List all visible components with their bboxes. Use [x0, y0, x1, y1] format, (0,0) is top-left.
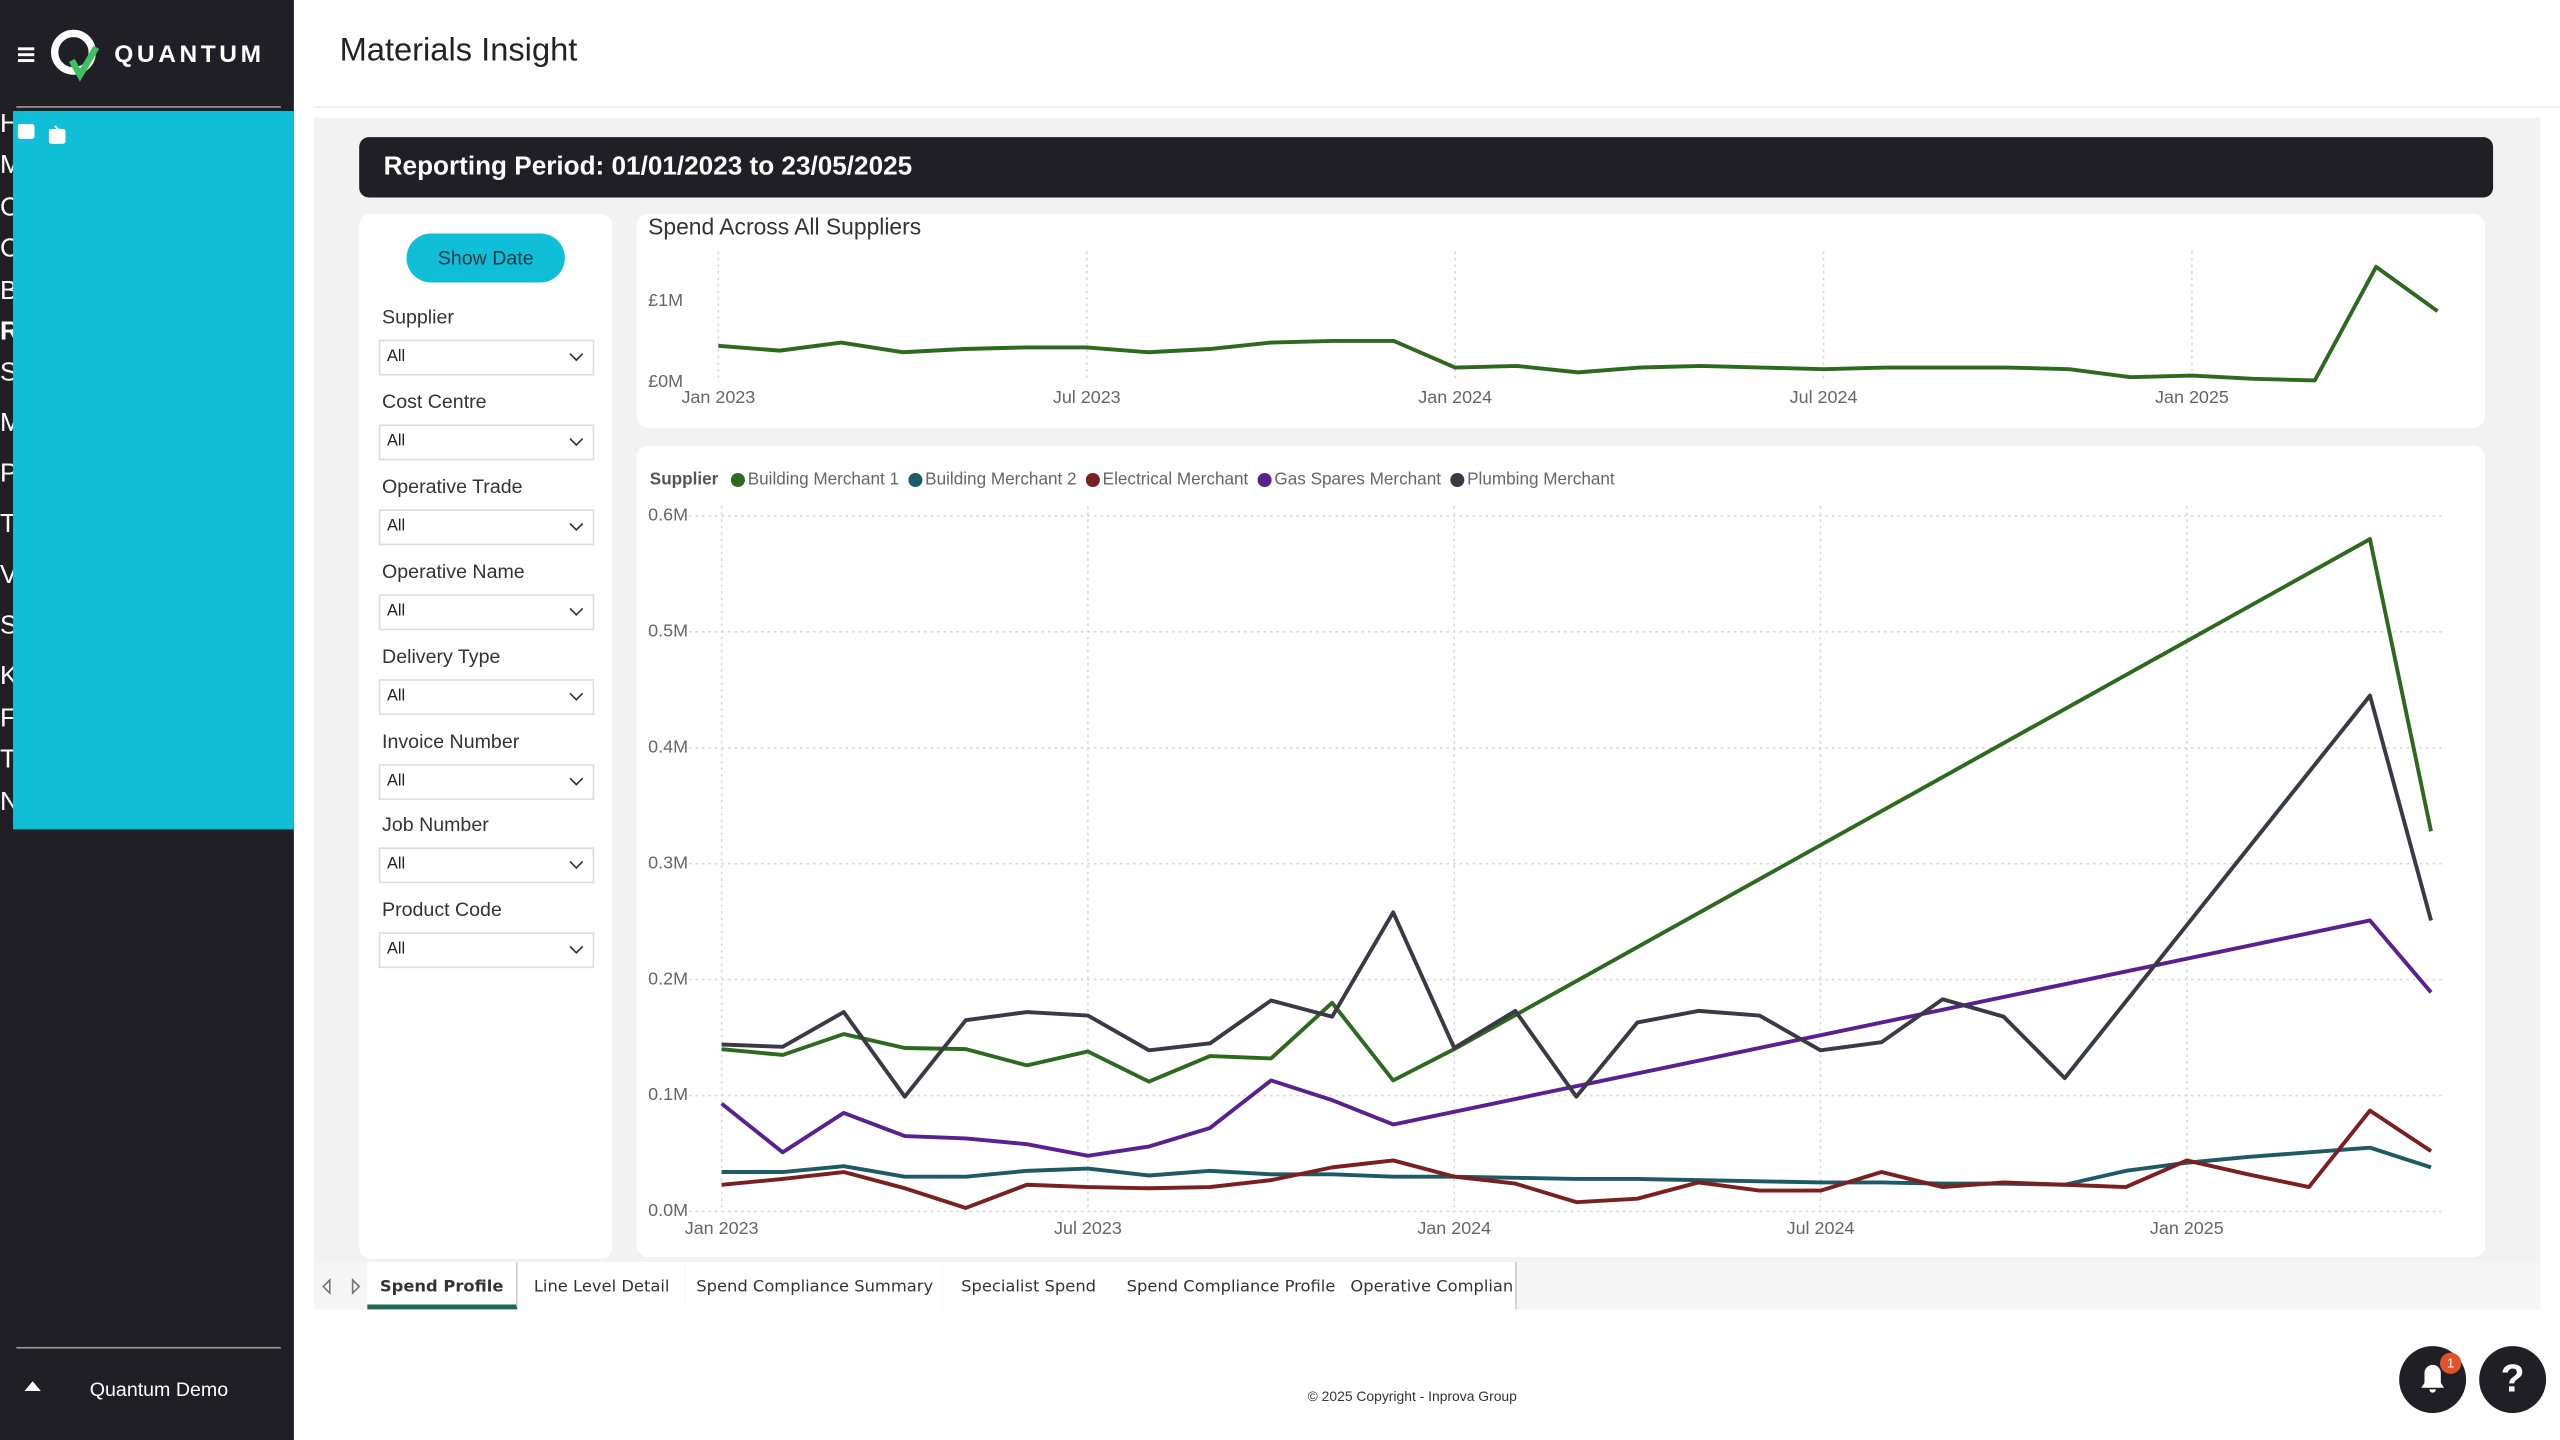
filter-select[interactable]: All: [378, 763, 595, 800]
series-line: [720, 918, 2433, 1158]
x-tick-label: Jul 2024: [1787, 1218, 1855, 1238]
chart-card: [636, 445, 2485, 1258]
filter-value: All: [386, 856, 406, 875]
alert-count: 1: [2447, 1356, 2454, 1371]
filter-select[interactable]: All: [378, 339, 595, 376]
legend-swatch: [1257, 472, 1272, 488]
filter-select[interactable]: All: [378, 509, 595, 545]
tab[interactable]: Line Level Detail: [517, 1262, 688, 1310]
legend-label: Plumbing Merchant: [1467, 469, 1615, 489]
legend-swatch: [730, 472, 745, 488]
x-tick-label: Jan 2024: [1417, 1218, 1491, 1238]
series-line: [721, 1145, 2432, 1187]
help-icon: ?: [2501, 1358, 2525, 1401]
filter-label: Operative Trade: [382, 474, 523, 498]
y-tick-label: £0M: [648, 371, 683, 391]
show-date-button[interactable]: Show Date: [406, 233, 565, 283]
tab[interactable]: Spend Compliance Summary: [685, 1262, 946, 1310]
brand: QUANTUM: [114, 40, 265, 69]
y-tick-label: 0.2M: [648, 968, 688, 988]
filter-select[interactable]: All: [378, 424, 595, 461]
filter-label: Job Number: [382, 813, 489, 837]
y-tick-label: £1M: [648, 290, 683, 310]
series-line: [721, 1108, 2433, 1210]
filter-value: All: [386, 347, 406, 366]
legend-title: Supplier: [650, 469, 719, 489]
legend-label: Gas Spares Merchant: [1274, 469, 1441, 489]
menu-icon[interactable]: [16, 44, 39, 67]
bell-icon: [2421, 1364, 2445, 1393]
chart-title: Spend Across All Suppliers: [648, 214, 921, 240]
chart-card: [636, 213, 2485, 428]
y-tick-label: 0.0M: [648, 1200, 688, 1220]
legend-swatch: [1085, 472, 1100, 488]
floating-actions: 1 ?: [2399, 1346, 2547, 1414]
filter-label: Operative Name: [382, 559, 525, 583]
filter-select[interactable]: All: [378, 593, 595, 630]
filter-value: All: [386, 601, 406, 620]
y-tick-label: 0.4M: [648, 736, 688, 756]
filter-label: Delivery Type: [382, 644, 501, 668]
divider: [16, 106, 281, 108]
logo[interactable]: [49, 28, 105, 84]
filter-select[interactable]: All: [378, 678, 595, 715]
tab-scroll[interactable]: [320, 1278, 362, 1295]
legend-label: Building Merchant 1: [748, 469, 899, 489]
filter-value: All: [386, 517, 406, 536]
filter-label: Invoice Number: [382, 728, 520, 752]
filter-label: Cost Centre: [382, 390, 487, 413]
tab[interactable]: Specialist Spend: [943, 1262, 1116, 1310]
page-title: Materials Insight: [339, 32, 578, 69]
nav-icon: [17, 124, 35, 140]
y-tick-label: 0.3M: [648, 852, 688, 872]
filter-select[interactable]: All: [378, 932, 595, 969]
filter-select[interactable]: All: [378, 847, 595, 884]
filter-panel: [359, 213, 613, 1259]
nav-active: [13, 111, 294, 830]
tab[interactable]: Operative Complian: [1348, 1262, 1517, 1310]
x-tick-label: Jan 2024: [1418, 387, 1492, 407]
legend-swatch: [1450, 472, 1465, 488]
sidebar: QUANTUM HomeMembershipCard ManagementCon…: [0, 0, 294, 1440]
header-border: [313, 106, 2560, 108]
filter-value: All: [386, 771, 406, 790]
y-tick-label: 0.6M: [648, 505, 688, 525]
x-tick-label: Jan 2023: [685, 1218, 759, 1238]
alert-badge: [2440, 1352, 2462, 1374]
legend-label: Electrical Merchant: [1103, 469, 1249, 489]
user-caret[interactable]: [23, 1380, 43, 1393]
series-line: [718, 264, 2439, 383]
legend-label: Building Merchant 2: [925, 469, 1076, 489]
tab[interactable]: Spend Compliance Profile: [1113, 1262, 1351, 1310]
x-tick-label: Jan 2023: [681, 387, 755, 407]
footer: © 2025 Copyright - Inprova Group: [1307, 1387, 1517, 1405]
y-tick-label: 0.5M: [648, 621, 688, 641]
reporting-period: Reporting Period: 01/01/2023 to 23/05/20…: [359, 137, 2494, 198]
x-tick-label: Jul 2024: [1790, 387, 1858, 407]
filter-label: Product Code: [382, 898, 502, 922]
series-line: [721, 537, 2433, 1084]
x-tick-label: Jan 2025: [2155, 387, 2229, 407]
nav: HomeMembershipCard ManagementContract Ma…: [0, 111, 294, 830]
help-button[interactable]: [2479, 1346, 2547, 1414]
divider: [16, 1346, 281, 1349]
user-name[interactable]: Quantum Demo: [89, 1377, 229, 1401]
tab-bar: Spend Profile Line Level Detail Spend Comp…: [313, 1262, 2541, 1310]
nav-icon: [48, 128, 66, 144]
filter-value: All: [386, 686, 406, 705]
y-tick-label: 0.1M: [648, 1084, 688, 1104]
legend-swatch: [908, 472, 923, 488]
nav-item[interactable]: Materials Insight: [0, 111, 294, 830]
x-tick-label: Jul 2023: [1054, 1218, 1122, 1238]
filter-label: Supplier: [382, 305, 454, 329]
series-line: [721, 693, 2433, 1099]
x-tick-label: Jul 2023: [1053, 387, 1121, 407]
tab[interactable]: Spend Profile: [367, 1262, 518, 1310]
filter-value: All: [386, 432, 406, 451]
filter-value: All: [386, 940, 406, 959]
x-tick-label: Jan 2025: [2150, 1218, 2224, 1238]
